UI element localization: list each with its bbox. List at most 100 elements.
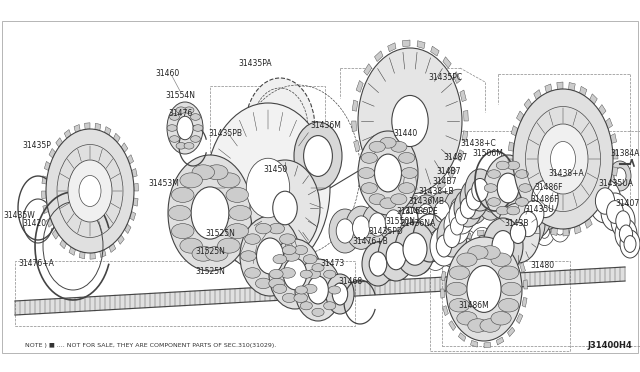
Ellipse shape	[303, 254, 317, 264]
Ellipse shape	[399, 153, 415, 163]
Ellipse shape	[240, 216, 300, 296]
Text: 31525N: 31525N	[195, 266, 225, 276]
Ellipse shape	[601, 193, 629, 231]
Ellipse shape	[598, 171, 610, 188]
Ellipse shape	[191, 114, 200, 120]
Ellipse shape	[483, 218, 523, 274]
Ellipse shape	[336, 219, 354, 243]
Ellipse shape	[205, 165, 228, 180]
Polygon shape	[356, 80, 364, 92]
Ellipse shape	[418, 204, 434, 226]
Ellipse shape	[308, 276, 328, 304]
Ellipse shape	[369, 194, 385, 205]
Ellipse shape	[395, 222, 435, 276]
Polygon shape	[354, 140, 360, 152]
Ellipse shape	[362, 242, 394, 286]
Polygon shape	[557, 82, 563, 89]
Ellipse shape	[467, 195, 482, 215]
Ellipse shape	[447, 282, 467, 296]
Polygon shape	[463, 110, 468, 121]
Text: 31450: 31450	[263, 166, 287, 174]
Text: 314B7: 314B7	[436, 167, 461, 176]
Ellipse shape	[581, 174, 594, 191]
Polygon shape	[568, 83, 575, 91]
Polygon shape	[95, 123, 100, 131]
Polygon shape	[130, 211, 136, 221]
Ellipse shape	[615, 219, 637, 249]
Polygon shape	[124, 224, 131, 234]
Ellipse shape	[516, 198, 529, 206]
Ellipse shape	[523, 168, 567, 230]
Ellipse shape	[439, 232, 463, 267]
Ellipse shape	[516, 189, 552, 239]
Ellipse shape	[492, 231, 514, 262]
Ellipse shape	[294, 246, 308, 254]
Polygon shape	[470, 340, 477, 347]
Polygon shape	[524, 280, 527, 289]
Ellipse shape	[550, 214, 570, 242]
Text: 31435PA: 31435PA	[238, 60, 271, 68]
Ellipse shape	[451, 217, 463, 235]
Ellipse shape	[436, 235, 452, 257]
Polygon shape	[133, 198, 138, 206]
Polygon shape	[594, 208, 602, 219]
Ellipse shape	[484, 184, 497, 192]
Polygon shape	[117, 235, 124, 244]
Polygon shape	[608, 182, 615, 192]
Ellipse shape	[296, 286, 307, 294]
Polygon shape	[417, 41, 425, 49]
Polygon shape	[437, 180, 445, 191]
Text: 31440: 31440	[393, 129, 417, 138]
Polygon shape	[442, 306, 449, 316]
Ellipse shape	[312, 308, 324, 316]
Ellipse shape	[609, 161, 631, 191]
Ellipse shape	[407, 238, 433, 274]
Ellipse shape	[184, 107, 194, 113]
Text: 31480: 31480	[530, 262, 554, 270]
Ellipse shape	[449, 266, 470, 279]
Polygon shape	[464, 233, 472, 241]
Ellipse shape	[401, 168, 418, 179]
Ellipse shape	[392, 96, 428, 147]
Polygon shape	[529, 214, 536, 224]
Bar	[430, 261, 570, 351]
Ellipse shape	[177, 116, 193, 140]
Ellipse shape	[518, 211, 538, 237]
Polygon shape	[612, 167, 618, 176]
Ellipse shape	[172, 224, 194, 238]
Polygon shape	[579, 86, 587, 96]
Polygon shape	[563, 228, 569, 236]
Ellipse shape	[434, 201, 450, 222]
Ellipse shape	[499, 266, 519, 279]
Ellipse shape	[255, 223, 271, 234]
Polygon shape	[374, 51, 383, 61]
Polygon shape	[42, 191, 46, 199]
Ellipse shape	[369, 213, 386, 236]
Ellipse shape	[412, 195, 440, 235]
Polygon shape	[90, 253, 95, 259]
Ellipse shape	[180, 173, 202, 188]
Ellipse shape	[353, 216, 370, 240]
Ellipse shape	[206, 103, 330, 273]
Ellipse shape	[374, 154, 401, 192]
Ellipse shape	[555, 221, 565, 235]
Ellipse shape	[226, 224, 248, 238]
Ellipse shape	[483, 192, 498, 212]
Ellipse shape	[280, 234, 295, 244]
Ellipse shape	[192, 246, 214, 261]
Ellipse shape	[488, 170, 500, 178]
Ellipse shape	[284, 258, 307, 290]
Ellipse shape	[513, 89, 613, 229]
Polygon shape	[589, 94, 597, 104]
Text: 31420: 31420	[22, 219, 46, 228]
Ellipse shape	[550, 141, 575, 176]
Polygon shape	[448, 167, 456, 178]
Ellipse shape	[423, 235, 448, 270]
Ellipse shape	[399, 183, 415, 193]
Ellipse shape	[170, 114, 179, 120]
Ellipse shape	[493, 181, 520, 217]
Text: 31525N: 31525N	[205, 230, 235, 238]
Polygon shape	[381, 186, 389, 196]
Ellipse shape	[361, 153, 378, 163]
Ellipse shape	[269, 223, 285, 234]
